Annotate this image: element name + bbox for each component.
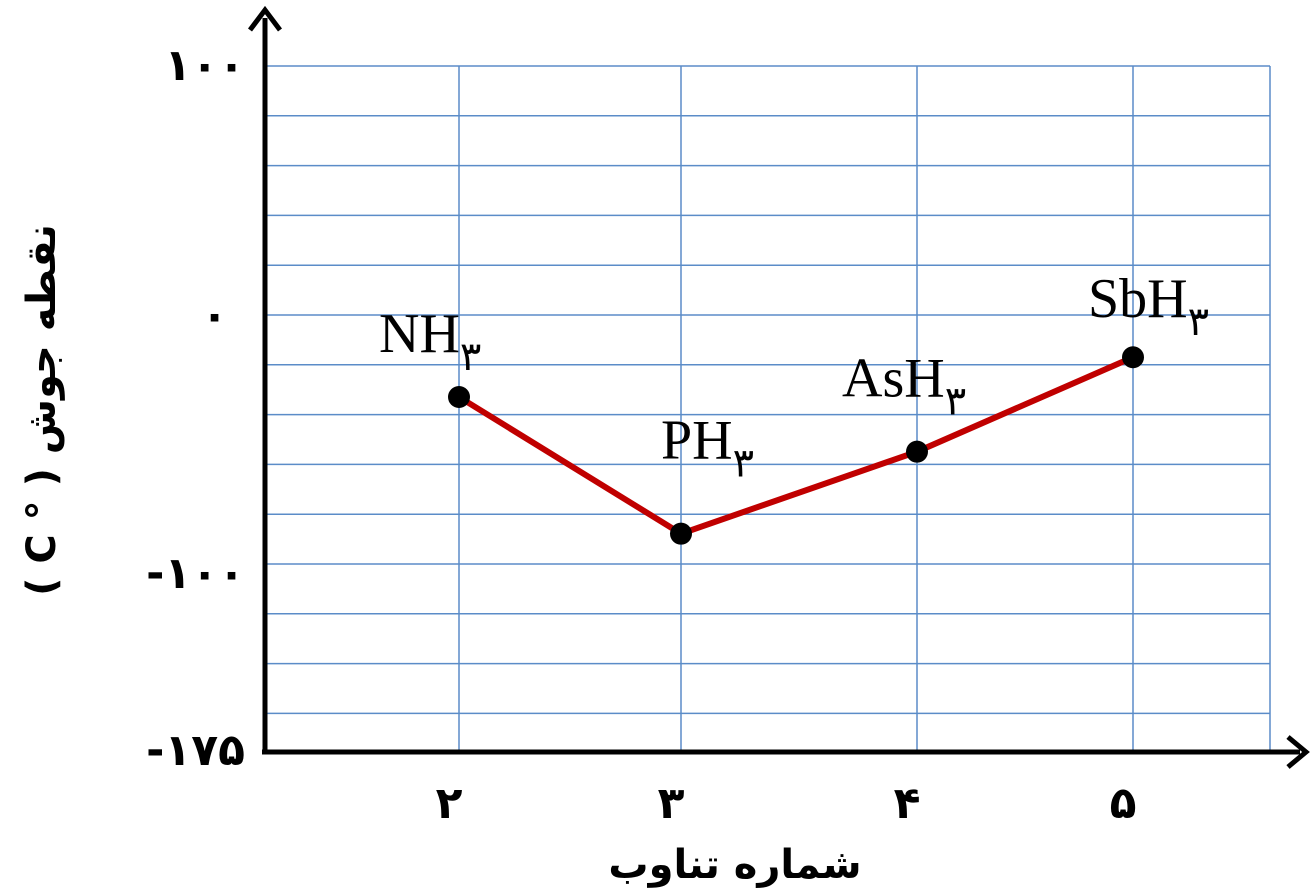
data-point-label: SbH۳ bbox=[1088, 268, 1209, 344]
x-axis-arrow-icon bbox=[1286, 735, 1310, 769]
y-tick-labels: ۱۰۰ ۰ -۱۰۰ -۱۷۵ bbox=[146, 40, 245, 776]
y-tick-label: ۱۰۰ bbox=[164, 40, 245, 91]
y-axis-arrow-icon bbox=[248, 5, 282, 32]
data-point bbox=[448, 386, 470, 409]
data-point bbox=[906, 440, 928, 463]
grid bbox=[265, 65, 1271, 752]
x-tick-labels: ۲ ۳ ۴ ۵ bbox=[436, 778, 1137, 829]
data-point-label: NH۳ bbox=[379, 303, 481, 379]
x-tick-label: ۲ bbox=[436, 778, 463, 829]
axes bbox=[248, 5, 1310, 769]
x-axis-title: شماره تناوب bbox=[608, 842, 861, 888]
y-axis-title: ( C ° ) نقطه جوش bbox=[19, 224, 65, 596]
series-line bbox=[457, 354, 1135, 537]
x-tick-label: ۳ bbox=[658, 778, 685, 829]
data-point bbox=[670, 522, 692, 545]
data-point-label: PH۳ bbox=[661, 410, 754, 486]
data-point bbox=[1122, 346, 1144, 369]
y-tick-label: -۱۰۰ bbox=[146, 548, 245, 599]
point-labels: NH۳ PH۳ AsH۳ SbH۳ bbox=[379, 268, 1209, 485]
x-tick-label: ۴ bbox=[894, 778, 921, 829]
y-tick-label: ۰ bbox=[201, 290, 228, 341]
y-tick-label: -۱۷۵ bbox=[146, 725, 245, 776]
data-point-label: AsH۳ bbox=[842, 348, 966, 424]
series bbox=[448, 346, 1144, 545]
x-tick-label: ۵ bbox=[1110, 778, 1137, 829]
